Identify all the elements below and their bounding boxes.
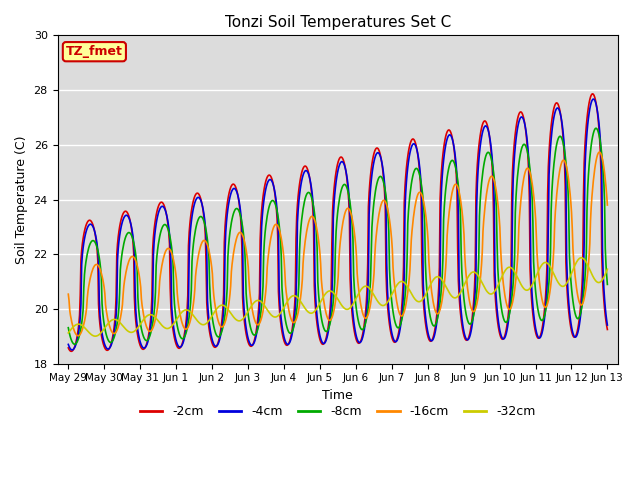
-4cm: [424, 331, 432, 336]
-4cm: [68, 347, 76, 353]
-4cm: [228, 189, 236, 195]
-16cm: [604, 202, 611, 208]
-2cm: [275, 289, 282, 295]
-2cm: [589, 91, 596, 96]
Line: -8cm: -8cm: [68, 128, 607, 344]
-32cm: [394, 281, 402, 287]
-32cm: [424, 287, 432, 292]
-4cm: [589, 96, 597, 102]
-16cm: [129, 253, 136, 259]
-32cm: [129, 329, 136, 335]
-2cm: [228, 183, 236, 189]
Text: TZ_fmet: TZ_fmet: [66, 45, 123, 58]
-32cm: [65, 330, 72, 336]
-32cm: [604, 266, 611, 272]
-16cm: [424, 239, 432, 245]
-16cm: [74, 333, 82, 339]
-16cm: [228, 269, 236, 275]
X-axis label: Time: Time: [323, 389, 353, 402]
-8cm: [275, 216, 282, 222]
-8cm: [394, 325, 402, 331]
-16cm: [596, 149, 604, 155]
-32cm: [254, 298, 262, 303]
-16cm: [65, 291, 72, 297]
-32cm: [275, 312, 282, 318]
Line: -4cm: -4cm: [68, 99, 607, 350]
-2cm: [394, 333, 402, 339]
-2cm: [65, 345, 72, 351]
-8cm: [228, 220, 236, 226]
-8cm: [604, 282, 611, 288]
-16cm: [254, 322, 262, 328]
-8cm: [592, 125, 600, 131]
Title: Tonzi Soil Temperatures Set C: Tonzi Soil Temperatures Set C: [225, 15, 451, 30]
-2cm: [67, 348, 75, 354]
-4cm: [275, 231, 282, 237]
-16cm: [275, 224, 282, 230]
-8cm: [424, 300, 432, 306]
-4cm: [394, 336, 402, 341]
Legend: -2cm, -4cm, -8cm, -16cm, -32cm: -2cm, -4cm, -8cm, -16cm, -32cm: [135, 400, 541, 423]
Line: -16cm: -16cm: [68, 152, 607, 336]
-4cm: [129, 228, 136, 234]
-2cm: [424, 335, 432, 340]
-16cm: [394, 305, 402, 311]
Y-axis label: Soil Temperature (C): Soil Temperature (C): [15, 135, 28, 264]
Line: -2cm: -2cm: [68, 94, 607, 351]
-32cm: [577, 255, 585, 261]
-8cm: [65, 325, 72, 331]
-2cm: [129, 232, 136, 238]
-4cm: [604, 322, 611, 328]
-4cm: [254, 321, 262, 326]
-8cm: [254, 325, 262, 331]
Line: -32cm: -32cm: [68, 258, 607, 336]
-2cm: [254, 313, 262, 319]
-8cm: [71, 341, 79, 347]
-2cm: [604, 326, 611, 332]
-32cm: [228, 311, 236, 317]
-32cm: [91, 333, 99, 339]
-4cm: [65, 341, 72, 347]
-8cm: [129, 235, 136, 240]
